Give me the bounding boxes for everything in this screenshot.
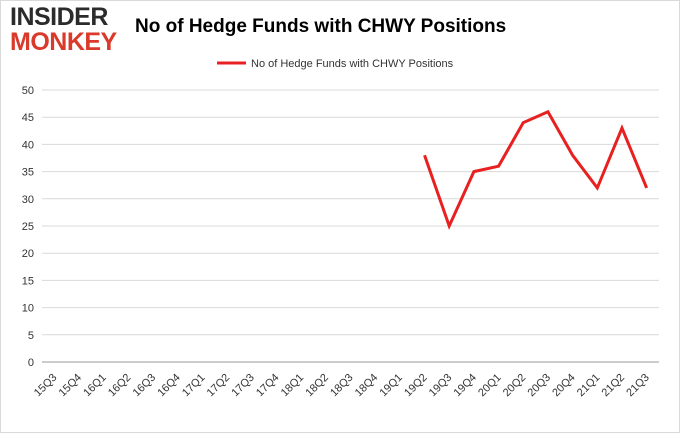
gridlines (42, 89, 659, 363)
x-tick-label: 17Q2 (205, 372, 233, 400)
x-tick-label: 17Q3 (229, 372, 257, 400)
x-tick-label: 15Q3 (32, 372, 60, 400)
x-tick-label: 21Q2 (600, 372, 628, 400)
x-tick-label: 19Q2 (402, 372, 430, 400)
y-tick-label: 25 (22, 221, 34, 233)
x-tick-label: 16Q1 (81, 372, 109, 400)
chart-title: No of Hedge Funds with CHWY Positions (135, 16, 507, 37)
y-tick-label: 0 (28, 357, 34, 369)
x-tick-label: 16Q3 (131, 372, 159, 400)
x-tick-label: 20Q1 (476, 372, 504, 400)
series-group (423, 109, 649, 231)
y-tick-label: 15 (22, 275, 34, 287)
x-tick-label: 19Q4 (451, 372, 479, 400)
insider-monkey-logo: INSIDER MONKEY (10, 4, 132, 56)
x-tick-label: 20Q3 (526, 372, 554, 400)
x-tick-label: 18Q1 (279, 372, 307, 400)
y-tick-label: 40 (22, 139, 34, 151)
x-tick-label: 18Q2 (303, 372, 331, 400)
series-line (423, 109, 649, 231)
y-tick-label: 50 (22, 85, 34, 97)
x-axis-ticks: 15Q315Q416Q116Q216Q316Q417Q117Q217Q317Q4… (32, 372, 652, 400)
y-axis-ticks: 0 5 10 15 20 25 30 35 40 45 50 (22, 85, 34, 369)
x-tick-label: 19Q1 (377, 372, 405, 400)
x-tick-label: 21Q3 (624, 372, 652, 400)
y-tick-label: 30 (22, 194, 34, 206)
y-tick-label: 20 (22, 248, 34, 260)
y-tick-label: 10 (22, 303, 34, 315)
x-tick-label: 15Q4 (57, 372, 85, 400)
x-tick-label: 18Q3 (328, 372, 356, 400)
x-tick-label: 19Q3 (427, 372, 455, 400)
x-tick-label: 17Q1 (180, 372, 208, 400)
legend: No of Hedge Funds with CHWY Positions (217, 58, 454, 70)
x-tick-label: 18Q4 (353, 372, 381, 400)
logo-line-1: INSIDER (10, 3, 108, 31)
x-tick-label: 16Q4 (155, 372, 183, 400)
y-tick-label: 35 (22, 167, 34, 179)
legend-label: No of Hedge Funds with CHWY Positions (251, 58, 454, 70)
x-tick-label: 17Q4 (254, 372, 282, 400)
x-tick-label: 20Q4 (550, 372, 578, 400)
y-tick-label: 5 (28, 330, 34, 342)
x-tick-label: 20Q2 (501, 372, 529, 400)
x-tick-label: 16Q2 (106, 372, 134, 400)
logo-line-2: MONKEY (10, 28, 117, 56)
x-tick-label: 21Q1 (575, 372, 603, 400)
y-tick-label: 45 (22, 112, 34, 124)
